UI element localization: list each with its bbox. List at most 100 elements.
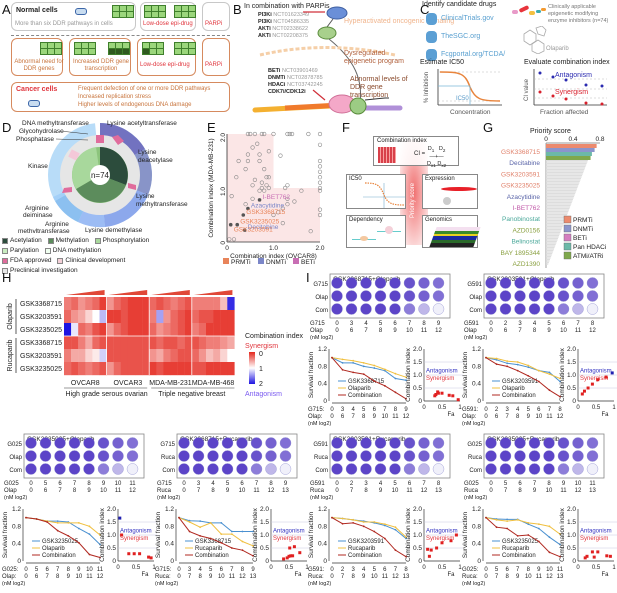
x-tick-label: 5 xyxy=(362,407,366,413)
plate-dose-label: 3 xyxy=(197,481,201,487)
legend-label: GSK3368715 xyxy=(195,539,232,545)
series-point xyxy=(373,521,376,523)
plate-dose-label: 6 xyxy=(240,481,244,487)
enzyme-label: Lysine demethylase xyxy=(85,227,143,233)
x-tick-label: 7 xyxy=(495,574,499,580)
x-tick-label: 11 xyxy=(97,567,104,573)
cancer-features: Frequent defection of one or more DDR pa… xyxy=(78,85,210,109)
plate-well xyxy=(192,450,205,462)
series-point xyxy=(559,543,561,546)
series-point xyxy=(394,528,397,531)
plate-well xyxy=(485,450,497,462)
unit-label: (nM log2) xyxy=(4,495,27,501)
heatmap-cell xyxy=(191,297,200,311)
legend-item: Clinical development xyxy=(57,257,125,265)
plate-well xyxy=(543,463,555,475)
heatmap-cell xyxy=(213,349,221,363)
violin-icon xyxy=(441,187,477,191)
bar xyxy=(546,185,579,187)
data-point xyxy=(317,180,323,185)
unit-label: (nM log2) xyxy=(308,421,331,427)
heatmap-cell xyxy=(191,323,200,337)
priority-score-label: Priority score xyxy=(410,182,416,218)
y-axis-label: Survival fraction xyxy=(2,512,9,559)
plate-dose-label: 13 xyxy=(589,488,596,494)
y-axis-label: Survival fraction xyxy=(462,512,469,559)
y-tick-label: 1.2 xyxy=(12,506,21,513)
y-tick-label: 1.2 xyxy=(472,506,481,513)
plate-well xyxy=(331,450,343,462)
heatmap-cell xyxy=(198,349,207,363)
ci-point xyxy=(447,393,451,397)
bar xyxy=(546,190,577,192)
heatmap-cell xyxy=(213,297,221,311)
bar xyxy=(546,256,552,258)
data-point xyxy=(250,183,255,188)
ci-point xyxy=(291,554,295,558)
plate-dose-label: 9 xyxy=(87,488,91,494)
ci-y-label: Combination index xyxy=(99,507,106,562)
heatmap-cell xyxy=(78,323,86,337)
x-tick-label: 3 xyxy=(341,407,345,413)
x-drug-label: G591: xyxy=(308,567,325,573)
series-point xyxy=(56,529,59,532)
plate-dose-label: 3 xyxy=(364,481,368,487)
plate-dose-label: 7 xyxy=(576,321,580,327)
legend-label: PRMTi xyxy=(573,217,593,224)
legend-swatch xyxy=(563,224,572,233)
plate-dose-label: 9 xyxy=(284,481,288,487)
cancer-step-2: Increased DDR gene transcription xyxy=(69,38,131,76)
c-mini-plots: IC50 Concentration % Inhibition Antagoni… xyxy=(424,69,607,116)
series-point xyxy=(209,521,212,524)
x-tick-label: 3 xyxy=(505,407,509,413)
panel-label-h: H xyxy=(2,270,12,285)
ci-y-tick: 0.5 xyxy=(413,545,422,552)
series-point xyxy=(88,533,91,536)
legend-label: BETi xyxy=(301,259,315,266)
bar xyxy=(546,197,574,199)
antagonism-label: Antagonism xyxy=(426,528,458,534)
data-point xyxy=(236,158,241,164)
series-point xyxy=(394,549,397,552)
plate-dose-label: 11 xyxy=(589,481,596,487)
heatmap-cell xyxy=(170,323,178,337)
x-parp-label: Olap: xyxy=(462,414,477,420)
plate-well xyxy=(345,437,358,449)
plate-dose-label: 11 xyxy=(406,488,413,494)
series-point xyxy=(241,549,244,552)
legend-label: ATMi/ATRi xyxy=(573,253,603,260)
data-point xyxy=(317,164,323,169)
plate-dose-label: 10 xyxy=(575,481,582,487)
ic50-title: Estimate IC50 xyxy=(420,59,464,66)
x-tick-label: 0 xyxy=(330,407,334,413)
plate-dose-label: 7 xyxy=(518,328,522,334)
x-parp-label: Ruca: xyxy=(462,574,478,580)
plate-dose-label: 0 xyxy=(182,488,186,494)
ci-y-tick: 0.5 xyxy=(567,545,576,552)
row-label: GSK3235025 xyxy=(20,327,62,334)
source-item[interactable]: TheSGC.org xyxy=(426,29,505,44)
plate-well xyxy=(97,450,110,462)
bar xyxy=(546,206,571,208)
gene-grid-icon xyxy=(112,5,134,18)
normal-cells-box: Normal cells More than six DDR pathways … xyxy=(11,2,136,31)
legend-label: Combination xyxy=(348,393,382,399)
source-item[interactable]: ClinicalTrials.gov xyxy=(426,11,505,26)
enzyme-donut-chart: n=74 DNA methyltransferase Glycohydrolas… xyxy=(16,120,188,233)
series-line xyxy=(331,517,407,538)
legend-label: PRMTi xyxy=(231,259,251,266)
source-item[interactable]: Fcgportal.org/TCDA/ xyxy=(426,47,505,62)
plate-well xyxy=(178,463,190,475)
enzyme-label: Phosphatase xyxy=(16,136,54,143)
series-line xyxy=(485,357,561,398)
cancer-feature: Frequent defection of one or more DDR pa… xyxy=(78,86,211,92)
plate-well xyxy=(345,303,358,315)
color-scale-tick: 1 xyxy=(259,366,263,373)
y-tick-label: 0 xyxy=(170,558,174,565)
x-tick-label: 0 xyxy=(330,574,334,580)
heatmap-cell xyxy=(191,336,200,350)
heatmap-cell xyxy=(92,323,100,337)
unit-label: (nM log2) xyxy=(464,335,487,341)
heatmap-cell xyxy=(149,362,157,376)
plate-dose-label: 0 xyxy=(182,481,186,487)
